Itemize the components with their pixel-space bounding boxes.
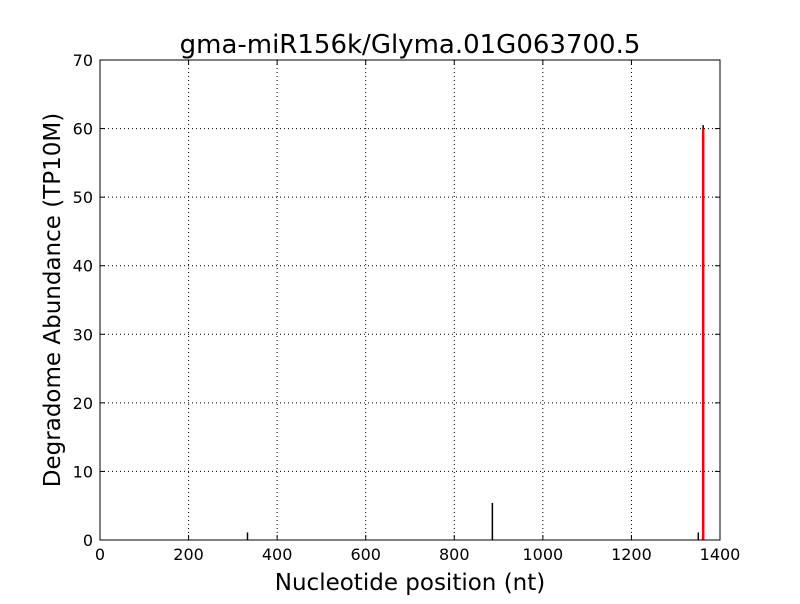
y-tick-label: 20: [73, 394, 93, 413]
x-tick-label: 200: [173, 545, 204, 564]
bars: [246, 125, 705, 540]
x-tick-label: 0: [95, 545, 105, 564]
x-tick-label: 1400: [700, 545, 741, 564]
x-tick-label: 600: [350, 545, 381, 564]
y-axis-label: Degradome Abundance (TP10M): [40, 113, 66, 487]
x-axis-label: Nucleotide position (nt): [275, 570, 545, 596]
x-tick-label: 1000: [522, 545, 563, 564]
y-tick-label: 40: [73, 257, 93, 276]
chart-title: gma-miR156k/Glyma.01G063700.5: [180, 30, 641, 60]
y-tick-label: 0: [83, 531, 93, 550]
ticks: 0 200 400 600 800 1000 1200 1400 0 10 20 30 40 50 60 70: [73, 51, 741, 564]
y-tick-label: 60: [73, 120, 93, 139]
y-tick-label: 10: [73, 462, 93, 481]
x-tick-label: 1200: [611, 545, 652, 564]
plot-frame: [99, 59, 721, 541]
x-tick-label: 400: [262, 545, 293, 564]
grid: [99, 59, 721, 541]
y-tick-label: 70: [73, 51, 93, 70]
y-tick-label: 30: [73, 325, 93, 344]
y-tick-label: 50: [73, 188, 93, 207]
x-tick-label: 800: [439, 545, 470, 564]
